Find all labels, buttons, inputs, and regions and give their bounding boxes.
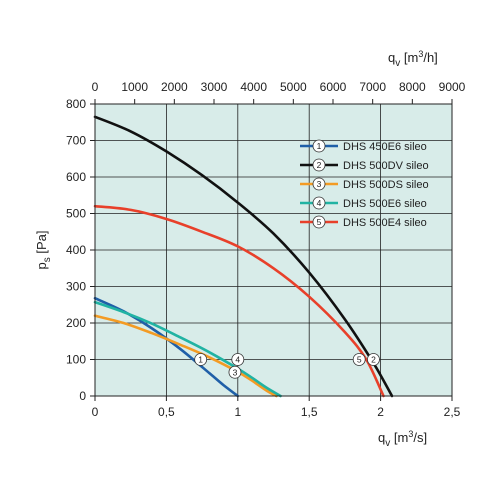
curve-marker-label: 4: [235, 355, 240, 365]
x-top-tick-label: 7000: [359, 80, 386, 94]
curve-marker-1: 1: [194, 353, 208, 366]
legend: 1 DHS 450E6 sileo 2 DHS 500DV sileo 3 DHS 500…: [300, 139, 429, 229]
curve-marker-2: 2: [367, 353, 380, 366]
x-bottom-tick-label: 1,5: [301, 405, 318, 419]
y-axis-label-unit: [Pa]: [34, 231, 49, 254]
legend-marker-label: 4: [317, 198, 322, 208]
x-top-axis-unit-sup: 3: [418, 49, 423, 59]
curve-marker-4: 4: [231, 353, 245, 366]
x-bottom-axis-label: qv [m3/s]: [378, 429, 427, 449]
legend-marker-label: 1: [317, 141, 322, 151]
x-top-axis-unit-close: /h]: [423, 50, 437, 65]
legend-marker-label: 2: [317, 160, 322, 170]
x-bottom-tick-label: 2,5: [444, 405, 461, 419]
x-bottom-axis-unit-close: /s]: [413, 430, 427, 445]
curve-marker-3: 3: [228, 365, 242, 379]
y-axis-label-subscript: s: [42, 257, 53, 262]
series-line-4: [93, 300, 282, 398]
y-axis-ticks: 0 100 200 300 400 500 600 700 800: [66, 97, 95, 403]
y-axis-label-symbol: p: [34, 262, 49, 269]
x-top-tick-label: 9000: [439, 80, 466, 94]
legend-marker-circle: [312, 196, 326, 210]
curve-marker-label: 2: [371, 355, 376, 365]
series-line-3: [93, 314, 278, 398]
x-top-tick-label: 0: [92, 80, 99, 94]
legend-entry-3: 3 DHS 500DS sileo: [300, 177, 429, 191]
x-top-axis-label: qv [m3/h]: [388, 49, 438, 69]
x-top-axis-label-symbol: q: [388, 50, 395, 65]
x-bottom-tick-label: 2: [377, 405, 384, 419]
curve-marker-label: 5: [357, 355, 362, 365]
curve-marker-circle: [367, 353, 380, 366]
curve-marker-label: 3: [233, 367, 238, 377]
y-tick-label: 600: [66, 170, 86, 184]
y-tick-label: 0: [79, 389, 86, 403]
x-bottom-axis-label-subscript: v: [385, 438, 390, 449]
x-top-axis-label-subscript: v: [395, 58, 400, 69]
x-top-axis-unit-open: [m: [404, 50, 418, 65]
legend-marker-circle: [312, 139, 326, 153]
curve-marker-circle: [231, 353, 245, 366]
x-bottom-axis-ticks: 0 0,5 1 1,5 2 2,5: [92, 396, 461, 419]
curve-marker-circle: [194, 353, 208, 366]
curve-marker-label: 1: [198, 355, 203, 365]
legend-label: DHS 500E4 sileo: [343, 217, 427, 229]
x-top-tick-label: 8000: [399, 80, 426, 94]
series-line-2: [93, 115, 394, 398]
y-tick-label: 800: [66, 97, 86, 111]
legend-label: DHS 500DS sileo: [343, 179, 429, 191]
legend-marker-label: 5: [317, 217, 322, 227]
y-tick-label: 500: [66, 207, 86, 221]
legend-label: DHS 500DV sileo: [343, 160, 429, 172]
x-bottom-axis-label-symbol: q: [378, 430, 385, 445]
series-line-5: [93, 204, 385, 398]
legend-label: DHS 500E6 sileo: [343, 198, 427, 210]
x-bottom-axis-unit-open: [m: [394, 430, 408, 445]
legend-entry-4: 4 DHS 500E6 sileo: [300, 196, 427, 210]
y-tick-label: 400: [66, 243, 86, 257]
curve-marker-circle: [228, 365, 242, 379]
x-top-tick-label: 5000: [280, 80, 307, 94]
legend-entry-2: 2 DHS 500DV sileo: [300, 158, 429, 172]
legend-marker-circle: [312, 177, 326, 191]
series-lines: [93, 115, 394, 398]
y-tick-label: 100: [66, 353, 86, 367]
y-tick-label: 700: [66, 134, 86, 148]
y-tick-label: 200: [66, 316, 86, 330]
x-top-tick-label: 3000: [201, 80, 228, 94]
x-top-tick-label: 4000: [240, 80, 267, 94]
legend-entry-1: 1 DHS 450E6 sileo: [300, 139, 427, 153]
legend-entry-5: 5 DHS 500E4 sileo: [300, 215, 427, 229]
legend-marker-label: 3: [317, 179, 322, 189]
curve-marker-5: 5: [352, 353, 366, 366]
legend-marker-circle: [312, 158, 326, 172]
y-axis-label: ps [Pa]: [34, 231, 53, 270]
curve-marker-circle: [352, 353, 366, 366]
x-top-tick-label: 2000: [161, 80, 188, 94]
curve-markers: 1 2 3 4 5: [194, 353, 380, 379]
x-top-tick-label: 1000: [121, 80, 148, 94]
legend-label: DHS 450E6 sileo: [343, 141, 427, 153]
legend-marker-circle: [312, 215, 326, 229]
x-bottom-tick-label: 1: [234, 405, 241, 419]
x-top-axis-ticks: 0 1000 2000 3000 4000 5000 6000 7000 8000 9000: [92, 80, 466, 104]
x-bottom-tick-label: 0: [92, 405, 99, 419]
y-tick-label: 300: [66, 280, 86, 294]
x-top-tick-label: 6000: [320, 80, 347, 94]
x-bottom-axis-unit-sup: 3: [408, 429, 413, 439]
x-bottom-tick-label: 0,5: [158, 405, 175, 419]
